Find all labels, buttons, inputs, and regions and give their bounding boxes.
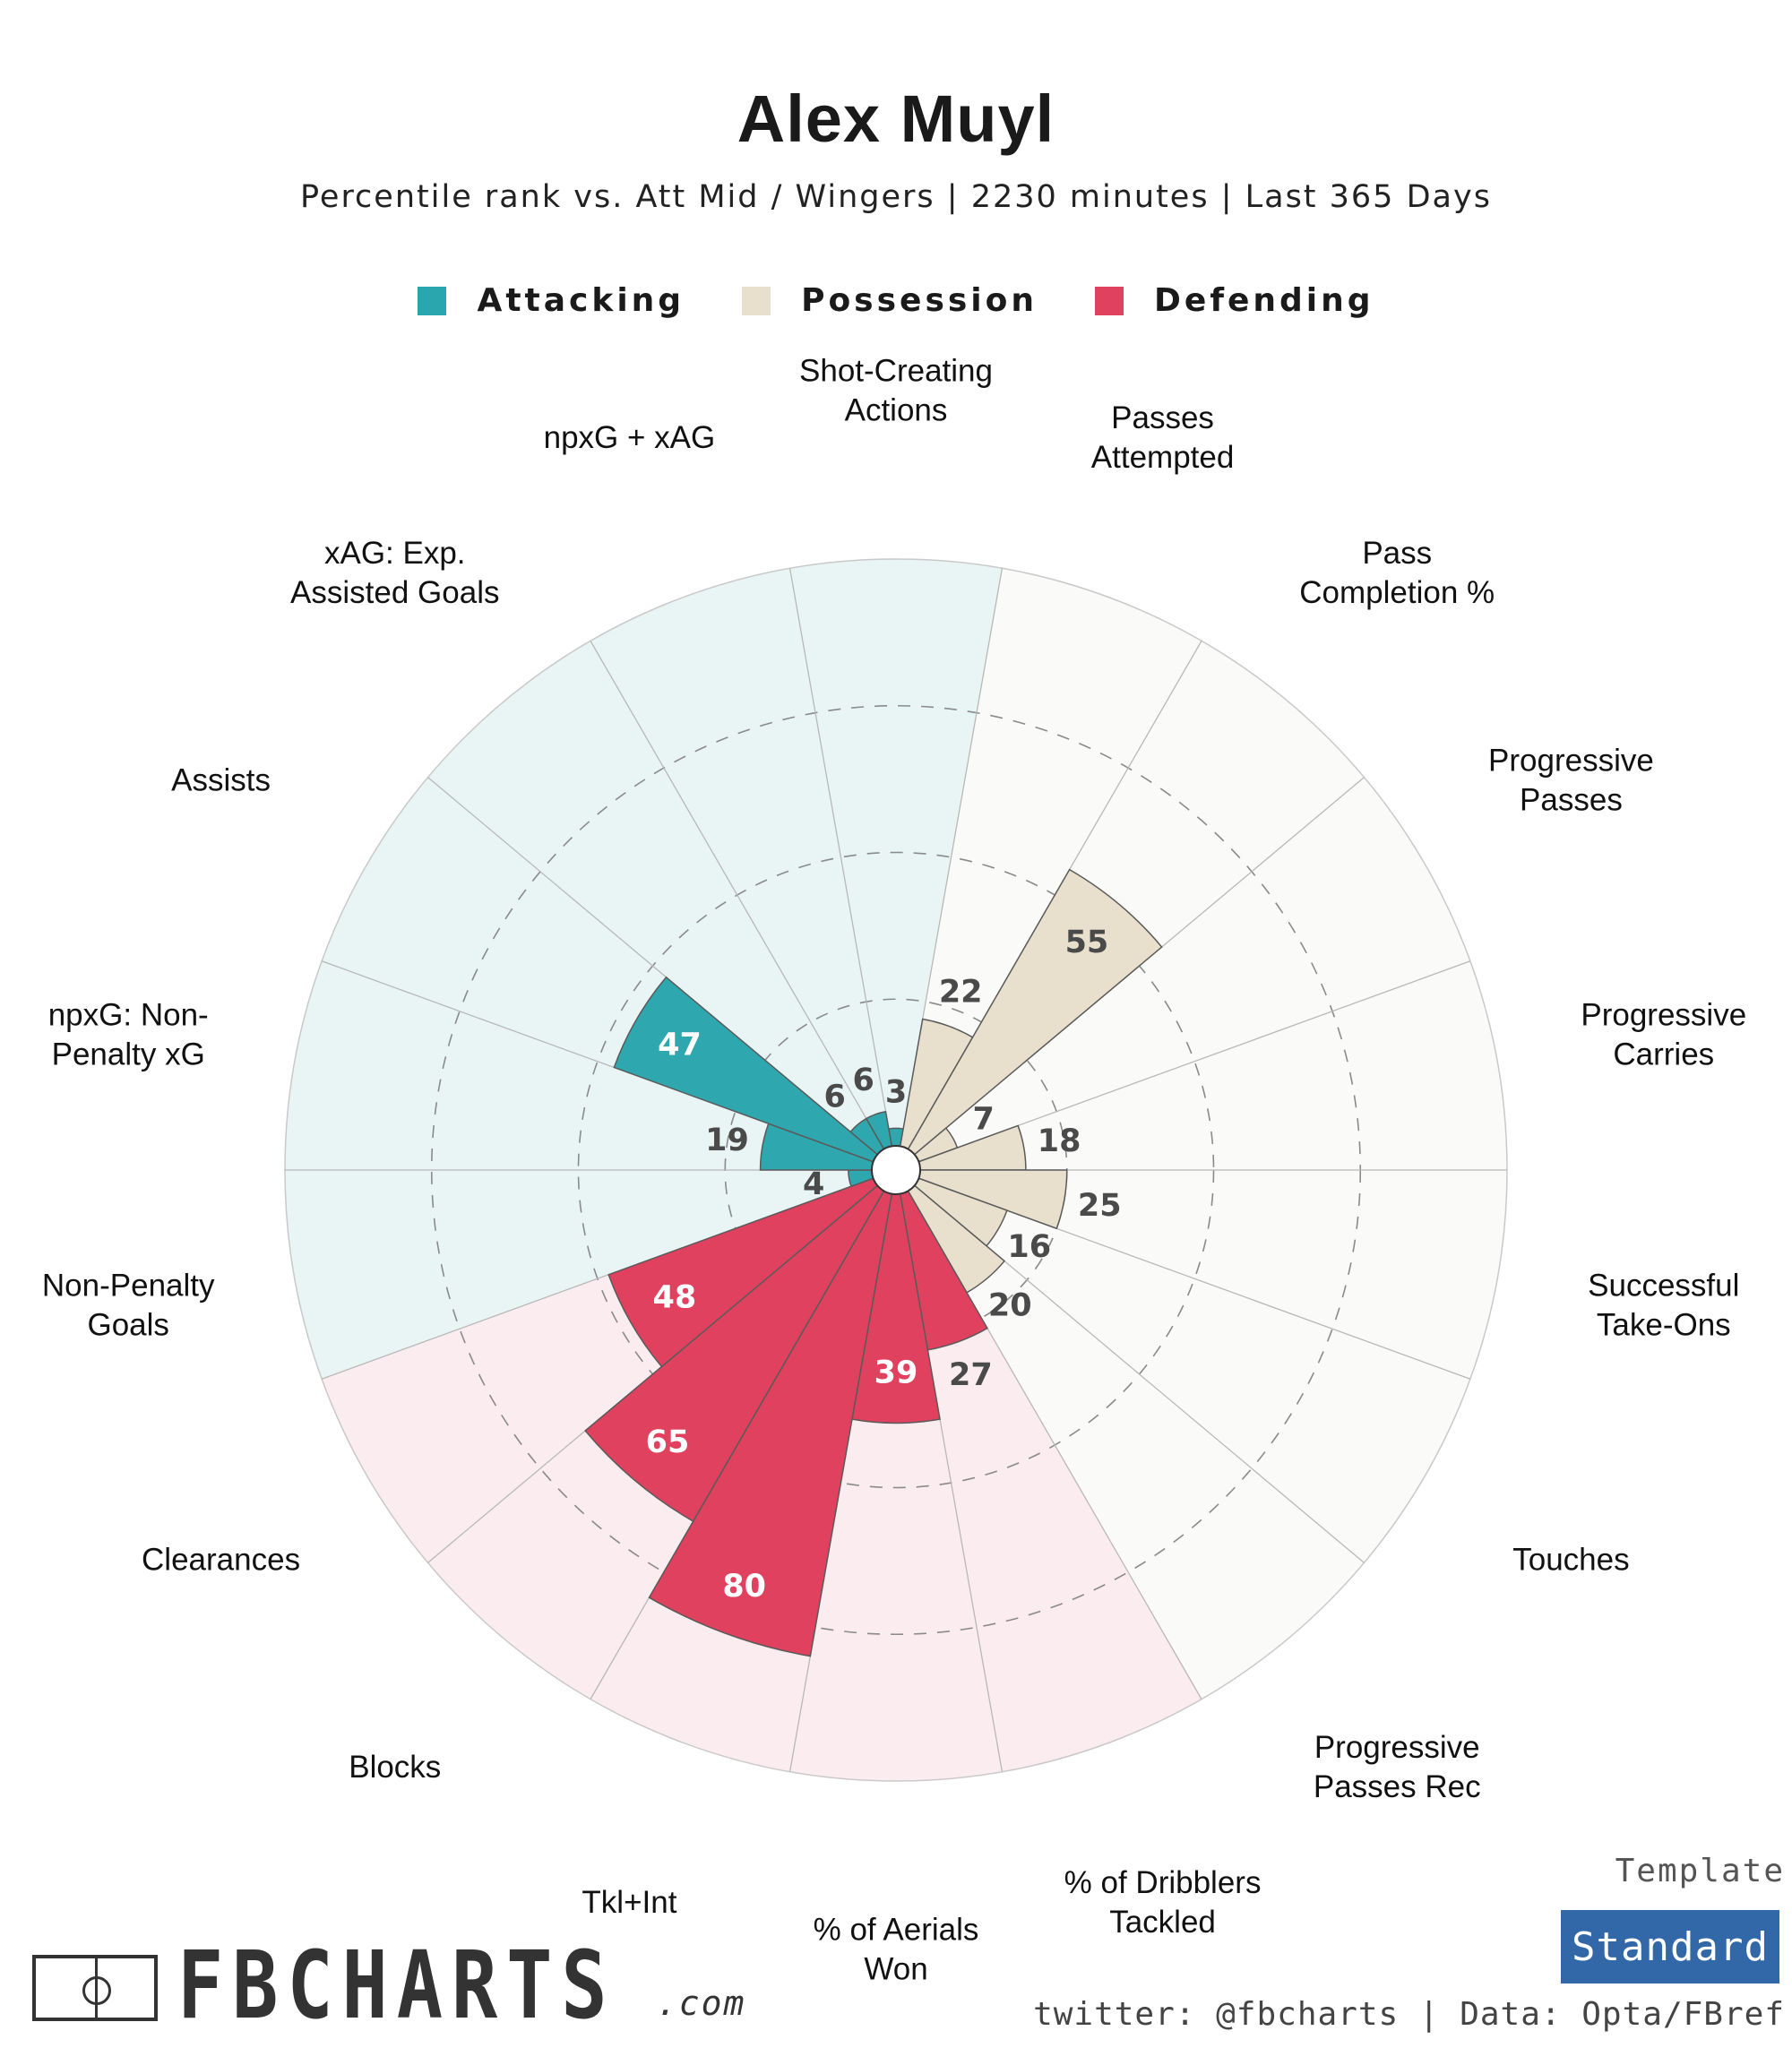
legend-swatch-possession: [742, 286, 771, 315]
value-label-npxg-non-penalty-xg: 19: [705, 1123, 749, 1158]
value-label-npxg-xag: 6: [852, 1063, 874, 1098]
sector-bg-progressive-passes-rec: [896, 1170, 1365, 1699]
template-label: Template: [1615, 1853, 1785, 1889]
sector-bg-shot-creating-actions: [789, 559, 1003, 1170]
legend: Attacking Possession Defending: [0, 282, 1792, 319]
category-label-npxg-xag: npxG + xAG: [544, 420, 716, 455]
sector-bg-progressive-carries: [896, 960, 1507, 1170]
legend-item-attacking: Attacking: [418, 282, 685, 319]
value-labels: 3 22 55 7 18 25 16 20 27 39 80 65 48 4 19 47 6 6: [646, 925, 1122, 1605]
sector-bg-passes-attempted: [896, 568, 1202, 1170]
value-label-clearances: 48: [652, 1280, 696, 1316]
category-label-of-dribblers-tackled: % of Dribblers Tackled: [1064, 1865, 1262, 1940]
value-label-successful-take-ons: 25: [1078, 1188, 1122, 1224]
legend-item-possession: Possession: [742, 282, 1038, 319]
category-label-touches: Touches: [1512, 1543, 1629, 1578]
sector-bg-touches: [896, 1170, 1470, 1563]
grid-spoke: [788, 568, 892, 1147]
sector-bg-progressive-passes: [896, 777, 1470, 1170]
legend-label-possession: Possession: [801, 282, 1038, 319]
value-label-progressive-passes: 7: [973, 1102, 995, 1138]
sector-bg-npxg-xag: [590, 568, 896, 1170]
logo-suffix: .com: [656, 1983, 746, 2023]
value-label-pass-completion: 55: [1065, 925, 1109, 960]
legend-label-attacking: Attacking: [477, 282, 685, 319]
category-label-progressive-passes: Progressive Passes: [1488, 744, 1654, 818]
value-label-tkl-int: 80: [722, 1569, 766, 1605]
category-label-pass-completion: Pass Completion %: [1299, 536, 1495, 610]
value-label-xag-exp-assisted-goals: 6: [823, 1080, 845, 1115]
sector-bg-non-penalty-goals: [285, 1170, 896, 1380]
value-label-non-penalty-goals: 4: [803, 1166, 824, 1202]
category-label-progressive-passes-rec: Progressive Passes Rec: [1314, 1730, 1481, 1804]
legend-swatch-defending: [1095, 286, 1124, 315]
value-label-touches: 16: [1007, 1229, 1051, 1265]
value-label-shot-creating-actions: 3: [885, 1074, 907, 1110]
category-labels: Shot-Creating Actions Passes Attempted Pass C…: [42, 354, 1746, 1987]
value-label-assists: 47: [658, 1028, 702, 1063]
category-label-tkl-int: Tkl+Int: [582, 1885, 676, 1920]
value-label-of-dribblers-tackled: 27: [949, 1357, 993, 1393]
chart-subtitle: Percentile rank vs. Att Mid / Wingers | …: [300, 179, 1492, 215]
legend-label-defending: Defending: [1154, 282, 1374, 319]
category-label-assists: Assists: [171, 763, 271, 798]
data-bars: [584, 868, 1163, 1657]
value-label-progressive-passes-rec: 20: [988, 1288, 1032, 1324]
category-label-passes-attempted: Passes Attempted: [1091, 400, 1235, 475]
value-label-of-aerials-won: 39: [874, 1355, 918, 1390]
grid-spoke: [590, 641, 885, 1149]
logo-text: FBCHARTS: [177, 1931, 616, 2040]
sector-bg-xag-exp-assisted-goals: [427, 641, 896, 1170]
pitch-icon: [32, 1954, 158, 2021]
category-label-xag-exp-assisted-goals: xAG: Exp. Assisted Goals: [290, 536, 499, 610]
category-label-progressive-carries: Progressive Carries: [1581, 997, 1746, 1071]
category-label-non-penalty-goals: Non-Penalty Goals: [42, 1269, 215, 1343]
fbcharts-logo: FBCHARTS .com: [32, 1931, 746, 2040]
category-label-clearances: Clearances: [142, 1543, 300, 1578]
legend-swatch-attacking: [418, 286, 447, 315]
template-badge: Standard: [1561, 1910, 1779, 1983]
value-label-blocks: 65: [646, 1424, 690, 1460]
chart-title: Alex Muyl: [737, 82, 1055, 156]
category-label-successful-take-ons: Successful Take-Ons: [1588, 1269, 1739, 1343]
category-label-of-aerials-won: % of Aerials Won: [814, 1913, 979, 1987]
value-label-progressive-carries: 18: [1038, 1123, 1081, 1159]
value-label-passes-attempted: 22: [939, 975, 983, 1011]
category-label-shot-creating-actions: Shot-Creating Actions: [799, 354, 993, 428]
category-label-npxg-non-penalty-xg: npxG: Non-Penalty xG: [48, 997, 209, 1071]
legend-item-defending: Defending: [1095, 282, 1374, 319]
category-label-blocks: Blocks: [349, 1750, 441, 1785]
sector-bg-npxg-non-penalty-xg: [285, 960, 896, 1170]
sector-bg-of-aerials-won: [789, 1170, 1003, 1781]
center-hole: [871, 1145, 921, 1195]
data-credits: twitter: @fbcharts | Data: Opta/FBref: [1033, 1996, 1785, 2033]
